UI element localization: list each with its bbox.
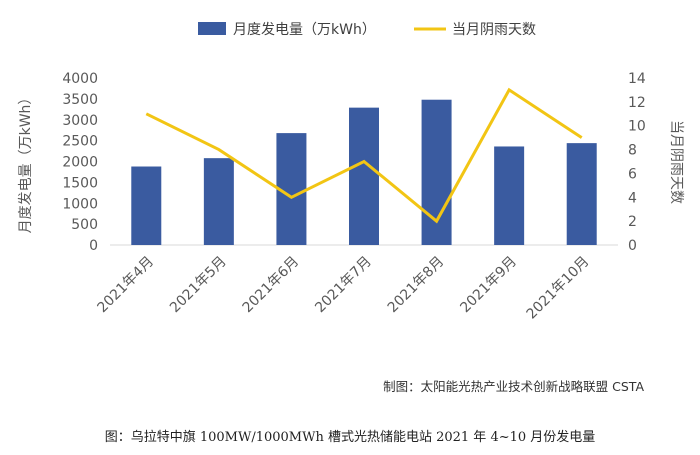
y-right-tick-label: 12 bbox=[628, 95, 646, 111]
y-right-tick-label: 2 bbox=[628, 214, 637, 230]
x-tick-label: 2021年6月 bbox=[240, 254, 303, 317]
y-right-tick-label: 10 bbox=[628, 119, 646, 135]
legend: 月度发电量（万kWh） 当月阴雨天数 bbox=[198, 22, 536, 38]
x-tick-label: 2021年7月 bbox=[312, 254, 375, 317]
source-note: 制图：太阳能光热产业技术创新战略联盟 CSTA bbox=[383, 379, 644, 394]
y-left-tick-label: 4000 bbox=[62, 71, 98, 87]
y-left-tick-label: 1000 bbox=[62, 196, 98, 212]
legend-bar-label: 月度发电量（万kWh） bbox=[233, 22, 376, 38]
figure-caption: 图：乌拉特中旗 100MW/1000MWh 槽式光热储能电站 2021 年 4~… bbox=[104, 430, 596, 445]
legend-line-label: 当月阴雨天数 bbox=[452, 22, 536, 38]
x-tick-label: 2021年5月 bbox=[167, 254, 230, 317]
y-right-tick-label: 8 bbox=[628, 143, 637, 159]
y-right-tick-label: 0 bbox=[628, 238, 637, 254]
y-left-tick-label: 3500 bbox=[62, 92, 98, 108]
bar bbox=[203, 158, 234, 245]
y-left-tick-label: 0 bbox=[89, 238, 98, 254]
bar bbox=[349, 107, 379, 245]
bar bbox=[131, 166, 162, 245]
bar bbox=[566, 143, 597, 245]
x-tick-label: 2021年4月 bbox=[95, 254, 158, 317]
y-right-tick-label: 14 bbox=[628, 71, 646, 87]
bar bbox=[494, 146, 525, 245]
chart: 月度发电量（万kWh） 当月阴雨天数 月度发电量（万kWh） 当月阴雨天数 0 5… bbox=[18, 22, 684, 323]
line-series-path bbox=[145, 87, 583, 224]
y-left-tick-label: 2500 bbox=[62, 134, 98, 150]
x-tick-label: 2021年8月 bbox=[385, 254, 448, 317]
y-right-tick-label: 6 bbox=[628, 166, 637, 182]
y-left-tick-label: 500 bbox=[71, 217, 98, 233]
y-axis-right-label: 当月阴雨天数 bbox=[668, 120, 684, 204]
y-left-tick-label: 2000 bbox=[62, 155, 98, 171]
y-left-tick-label: 3000 bbox=[62, 113, 98, 129]
y-left-tick-label: 1500 bbox=[62, 175, 98, 191]
y-right-tick-label: 4 bbox=[628, 190, 637, 206]
legend-bar-swatch bbox=[198, 22, 226, 35]
y-axis-left-label: 月度发电量（万kWh） bbox=[18, 91, 34, 234]
bar bbox=[421, 99, 452, 246]
x-tick-label: 2021年10月 bbox=[524, 254, 593, 323]
x-tick-label: 2021年9月 bbox=[457, 254, 520, 317]
